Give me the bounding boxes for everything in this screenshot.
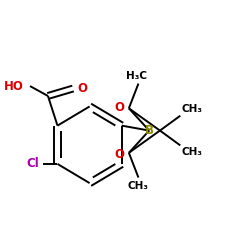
Text: H₃C: H₃C	[126, 70, 146, 81]
Text: B: B	[145, 124, 154, 137]
Text: O: O	[114, 100, 124, 114]
Text: HO: HO	[4, 80, 24, 92]
Text: Cl: Cl	[27, 158, 40, 170]
Text: CH₃: CH₃	[182, 147, 203, 157]
Text: O: O	[114, 148, 124, 160]
Text: CH₃: CH₃	[128, 180, 149, 190]
Text: O: O	[77, 82, 87, 95]
Text: CH₃: CH₃	[182, 104, 203, 115]
